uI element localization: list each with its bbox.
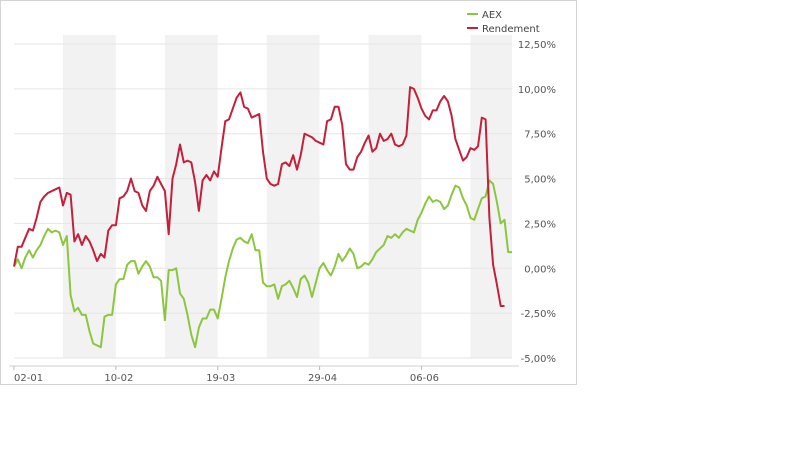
y-tick-label: 5,00%	[524, 175, 556, 186]
y-tick-label: 7,50%	[524, 130, 556, 141]
x-tick-label: 10-02	[104, 373, 133, 384]
chart-container: -5,00% -2,50% 0,00% 2,50% 5,00% 7,50% 10,00% 12…	[0, 0, 577, 385]
legend-label-aex: AEX	[482, 10, 502, 21]
grid-lines	[9, 43, 519, 367]
series-line-aex	[13, 179, 512, 349]
x-tick-label: 06-06	[410, 373, 439, 384]
y-tick-label: -2,50%	[521, 309, 556, 320]
series-lines	[13, 86, 512, 349]
x-tick-label: 29-04	[308, 373, 337, 384]
y-tick-label: 10,00%	[518, 85, 556, 96]
y-tick-label: 0,00%	[524, 264, 556, 275]
legend: AEX Rendement	[467, 10, 540, 35]
line-chart: -5,00% -2,50% 0,00% 2,50% 5,00% 7,50% 10,00% 12…	[9, 10, 556, 384]
x-tick-label: 19-03	[206, 373, 235, 384]
shaded-band-2	[266, 35, 320, 358]
y-tick-label: 12,50%	[518, 40, 556, 51]
x-tick-label: 02-01	[14, 373, 43, 384]
shaded-band-3	[368, 35, 422, 358]
shaded-bands	[63, 35, 512, 358]
legend-label-rendement: Rendement	[482, 24, 540, 35]
y-tick-label: -5,00%	[521, 354, 556, 365]
shaded-band-4	[470, 35, 512, 358]
series-line-rendement	[13, 86, 505, 307]
x-axis: 02-01 10-02 19-03 29-04 06-06	[13, 366, 439, 384]
y-tick-label: 2,50%	[524, 219, 556, 230]
y-axis: -5,00% -2,50% 0,00% 2,50% 5,00% 7,50% 10,00% 12…	[518, 40, 556, 365]
